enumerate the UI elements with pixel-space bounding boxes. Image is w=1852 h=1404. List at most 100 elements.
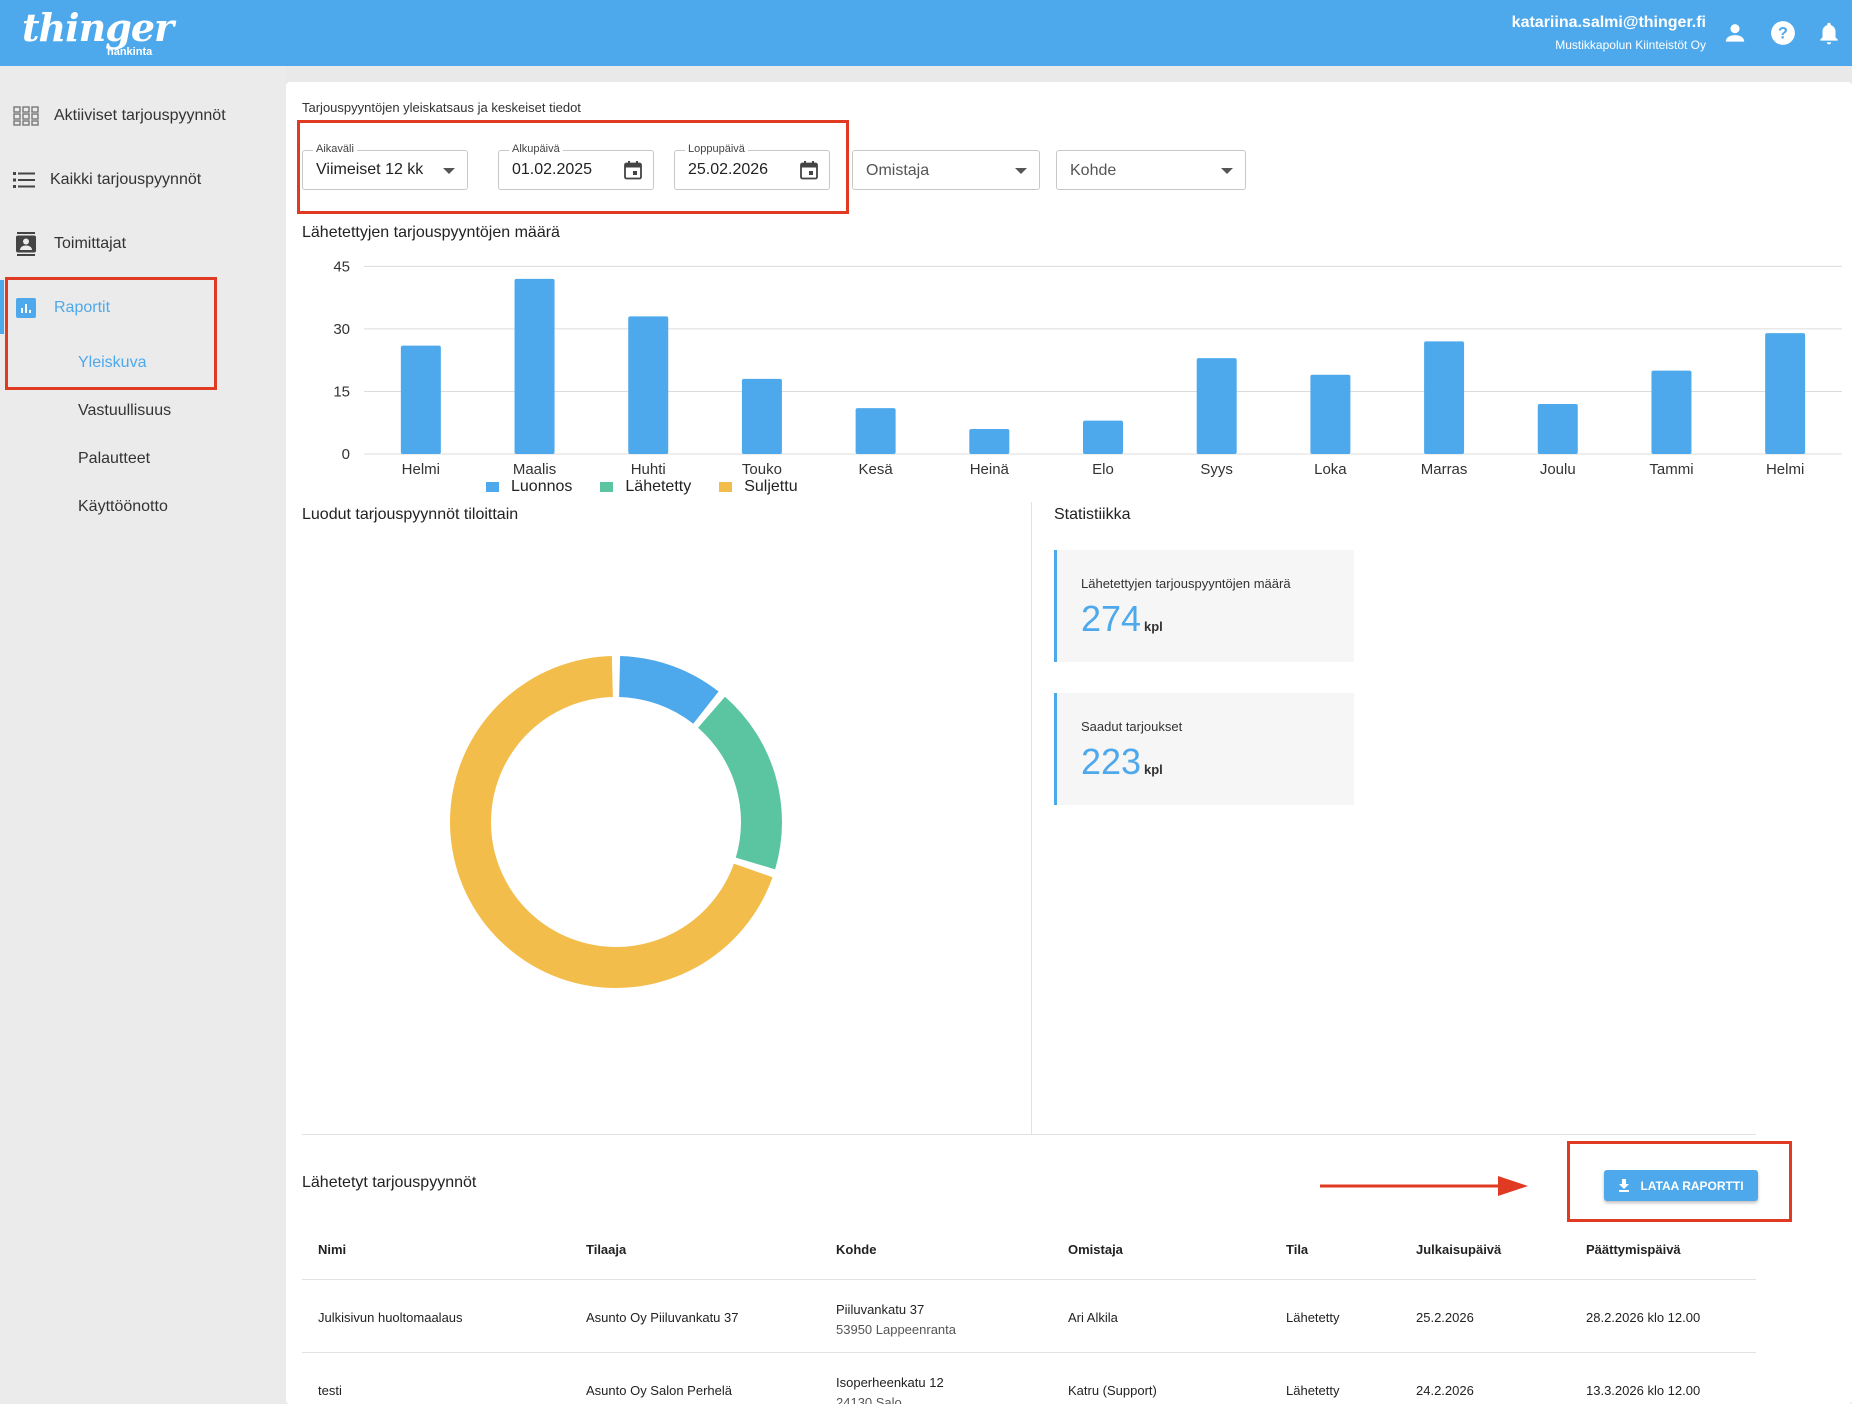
donut-slice[interactable] — [619, 656, 719, 724]
download-report-label: LATAA RAPORTTI — [1640, 1178, 1744, 1193]
end-date-label: Loppupäivä — [685, 143, 748, 155]
legend-item-closed[interactable]: Suljettu — [719, 478, 798, 496]
cell-ends: 28.2.2026 klo 12.00 — [1586, 1310, 1701, 1325]
list-icon — [12, 169, 36, 191]
cell-owner: Ari Alkila — [1068, 1310, 1118, 1325]
sidebar-item-label: Aktiiviset tarjouspyynnöt — [54, 107, 226, 124]
cell-target: Isoperheenkatu 12 24130 Salo — [836, 1373, 944, 1404]
column-header-owner[interactable]: Omistaja — [1068, 1242, 1123, 1257]
column-header-client[interactable]: Tilaaja — [586, 1242, 627, 1257]
cell-client: Asunto Oy Piiluvankatu 37 — [586, 1310, 739, 1325]
bar[interactable] — [1651, 370, 1692, 454]
x-tick-label: Helmi — [1766, 461, 1804, 478]
download-icon — [1619, 1179, 1630, 1192]
bar[interactable] — [1537, 403, 1578, 454]
table-row[interactable]: Julkisivun huoltomaalaus Asunto Oy Piilu… — [302, 1280, 1756, 1353]
bar[interactable] — [741, 378, 782, 454]
y-tick-label: 0 — [342, 446, 350, 463]
bar[interactable] — [1310, 374, 1351, 454]
sidebar-item-all-requests[interactable]: Kaikki tarjouspyynnöt — [12, 165, 201, 195]
legend-label: Lähetetty — [625, 478, 692, 495]
end-date-field[interactable]: Loppupäivä 25.02.2026 — [674, 143, 830, 190]
main-content: Tarjouspyyntöjen yleiskatsaus ja keskeis… — [286, 82, 1852, 1404]
x-tick-label: Tammi — [1649, 461, 1693, 478]
start-date-label: Alkupäivä — [509, 143, 563, 155]
account-icon[interactable] — [1722, 20, 1748, 46]
legend-swatch — [719, 482, 733, 492]
bar[interactable] — [1765, 333, 1806, 454]
bar[interactable] — [1424, 341, 1465, 454]
range-value: Viimeiset 12 kk — [316, 161, 424, 178]
y-tick-label: 45 — [333, 258, 350, 275]
target-street: Isoperheenkatu 12 — [836, 1375, 944, 1390]
x-tick-label: Marras — [1421, 461, 1468, 478]
range-label: Aikaväli — [313, 143, 357, 155]
legend-item-sent[interactable]: Lähetetty — [600, 478, 691, 496]
annotation-box-download — [1567, 1141, 1792, 1222]
donut-slice[interactable] — [698, 696, 782, 870]
bar[interactable] — [1196, 358, 1237, 454]
bar-chart: 0 15 30 45 Helmi Maalis Huhti Touko Kesä Heinä Elo… — [333, 258, 1842, 478]
sidebar-subitem-overview[interactable]: Yleiskuva — [78, 354, 147, 371]
x-tick-label: Elo — [1092, 461, 1114, 478]
logo-text: thinger — [22, 5, 174, 50]
calendar-icon[interactable] — [799, 160, 819, 180]
bar[interactable] — [855, 408, 896, 454]
cell-ends: 13.3.2026 klo 12.00 — [1586, 1383, 1701, 1398]
cell-published: 24.2.2026 — [1416, 1383, 1474, 1398]
sidebar-subitem-onboarding[interactable]: Käyttöönotto — [78, 498, 168, 515]
x-tick-label: Helmi — [402, 461, 440, 478]
sidebar-subitem-feedback[interactable]: Palautteet — [78, 450, 151, 467]
stat-unit: kpl — [1144, 619, 1163, 634]
sidebar-subitem-responsibility[interactable]: Vastuullisuus — [78, 402, 172, 419]
table-title: Lähetetyt tarjouspyynnöt — [302, 1174, 477, 1191]
logo-subtitle: hankinta — [107, 46, 153, 58]
column-header-ends[interactable]: Päättymispäivä — [1586, 1242, 1681, 1257]
sidebar-item-label: Kaikki tarjouspyynnöt — [50, 171, 202, 188]
column-header-target[interactable]: Kohde — [836, 1242, 877, 1257]
range-select[interactable]: Aikaväli Viimeiset 12 kk — [302, 143, 468, 190]
target-select[interactable]: Kohde — [1056, 150, 1246, 190]
start-date-field[interactable]: Alkupäivä 01.02.2025 — [498, 143, 654, 190]
stats-title: Statistiikka — [1054, 506, 1131, 523]
bar[interactable] — [628, 316, 669, 454]
cell-status: Lähetetty — [1286, 1310, 1340, 1325]
y-tick-label: 15 — [333, 383, 350, 400]
chart-icon — [12, 297, 40, 319]
bar-chart-title: Lähetettyjen tarjouspyyntöjen määrä — [302, 224, 560, 241]
section-divider — [302, 1134, 1756, 1135]
x-tick-label: Loka — [1314, 461, 1347, 478]
stat-label: Saadut tarjoukset — [1081, 719, 1183, 734]
sidebar-item-reports[interactable]: Raportit — [12, 293, 110, 323]
stat-value: 223 — [1081, 741, 1142, 782]
bar[interactable] — [969, 428, 1010, 454]
sidebar-item-suppliers[interactable]: Toimittajat — [12, 229, 126, 259]
user-organization: Mustikkapolun Kiinteistöt Oy — [1555, 38, 1706, 52]
column-header-name[interactable]: Nimi — [318, 1242, 347, 1257]
legend-item-draft[interactable]: Luonnos — [486, 478, 572, 496]
legend-swatch — [486, 482, 499, 492]
help-icon[interactable]: ? — [1770, 20, 1796, 46]
stat-card-received-offers: Saadut tarjoukset 223 kpl — [1054, 693, 1354, 805]
column-header-published[interactable]: Julkaisupäivä — [1416, 1242, 1502, 1257]
bar[interactable] — [400, 345, 441, 454]
calendar-icon[interactable] — [623, 160, 643, 180]
notifications-icon[interactable] — [1816, 20, 1842, 46]
sidebar: Aktiiviset tarjouspyynnöt Kaikki tarjous… — [0, 66, 286, 1404]
sidebar-item-active-requests[interactable]: Aktiiviset tarjouspyynnöt — [12, 101, 226, 131]
owner-select[interactable]: Omistaja — [852, 150, 1040, 190]
column-divider — [1031, 502, 1032, 1134]
bar[interactable] — [1083, 420, 1123, 454]
column-header-status[interactable]: Tila — [1286, 1242, 1309, 1257]
chevron-down-icon — [1015, 168, 1027, 174]
x-tick-label: Huhti — [631, 461, 666, 478]
download-report-button[interactable]: LATAA RAPORTTI — [1604, 1170, 1758, 1201]
annotation-box-filters — [297, 120, 849, 214]
x-tick-label: Joulu — [1540, 461, 1576, 478]
cell-owner: Katru (Support) — [1068, 1383, 1157, 1398]
x-tick-label: Heinä — [970, 461, 1010, 478]
table-row[interactable]: testi Asunto Oy Salon Perhelä Isoperheen… — [302, 1353, 1756, 1404]
logo[interactable]: thinger hankinta — [22, 5, 174, 59]
chevron-down-icon — [443, 168, 455, 174]
bar[interactable] — [514, 278, 555, 454]
